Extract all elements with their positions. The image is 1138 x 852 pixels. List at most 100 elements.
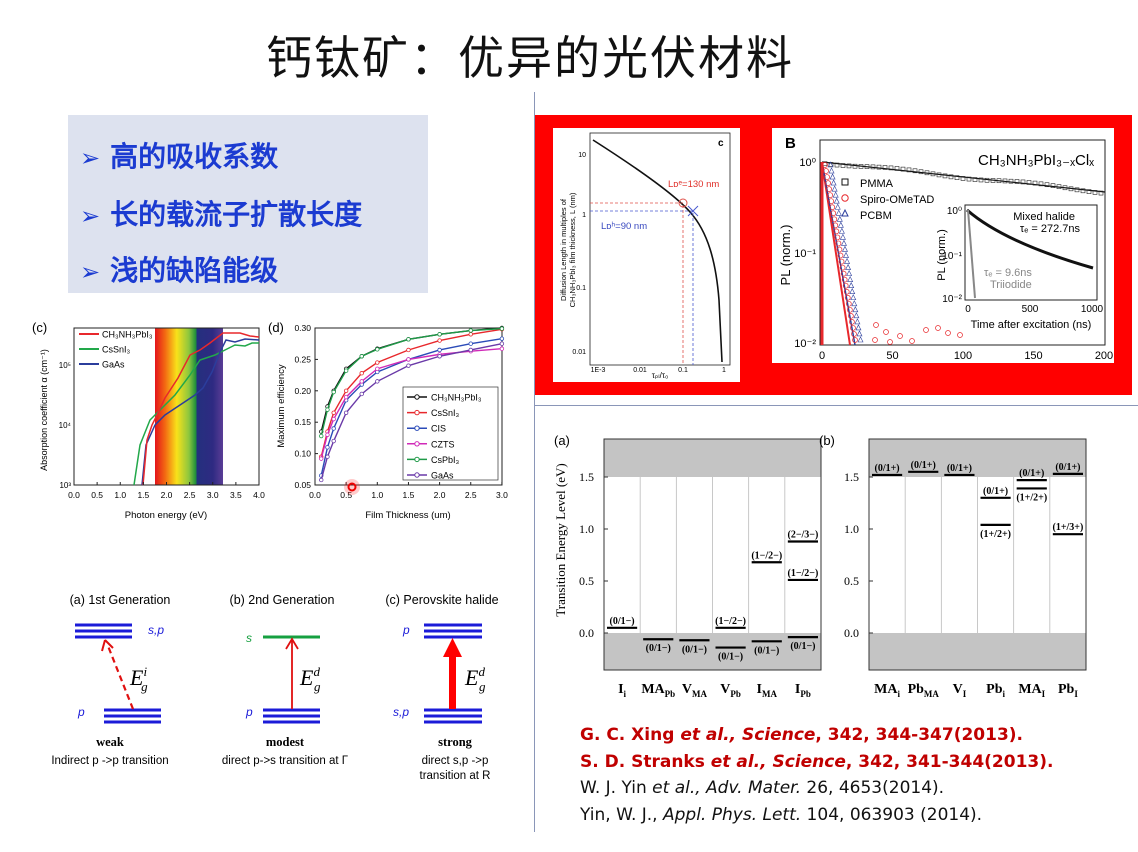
defect-name-sub: i bbox=[897, 689, 900, 699]
defect-level-label: (0/1+) bbox=[1055, 462, 1080, 473]
pcbm-marker bbox=[854, 318, 861, 325]
data-point bbox=[331, 416, 336, 422]
spiro-marker bbox=[887, 339, 893, 345]
legend-label: CIS bbox=[431, 424, 446, 434]
pmma-marker bbox=[924, 170, 930, 176]
diagram-title: (a) 1st Generation bbox=[70, 593, 171, 607]
hole-diffusion-label: Lᴅʰ=90 nm bbox=[601, 221, 647, 232]
pcbm-marker bbox=[830, 179, 837, 186]
pcbm-marker bbox=[856, 330, 863, 337]
pcbm-marker bbox=[831, 185, 838, 192]
orbital-label: s,p bbox=[393, 705, 409, 719]
data-point bbox=[468, 341, 473, 346]
pmma-marker bbox=[960, 176, 966, 181]
spiro-marker bbox=[846, 306, 853, 313]
spiro-marker bbox=[897, 333, 903, 339]
data-point bbox=[319, 433, 324, 439]
data-point bbox=[331, 426, 336, 431]
pmma-marker bbox=[984, 177, 990, 183]
band-gap-sub: g bbox=[314, 679, 321, 694]
data-point bbox=[319, 477, 324, 483]
reference-rest: 104, 063903 (2014). bbox=[801, 804, 983, 825]
data-point bbox=[406, 357, 411, 362]
data-point bbox=[375, 360, 380, 365]
y-tick-label: 0.15 bbox=[294, 417, 311, 427]
pmma-marker bbox=[882, 165, 888, 170]
band-gap-sup: i bbox=[143, 664, 147, 679]
pcbm-marker bbox=[851, 300, 858, 307]
mixed-halide-tau: τₑ = 272.7ns bbox=[1020, 223, 1081, 235]
series-line bbox=[320, 343, 503, 481]
pcbm-marker bbox=[844, 257, 851, 264]
data-point bbox=[468, 328, 473, 333]
pmma-marker bbox=[1002, 178, 1008, 184]
spiro-marker bbox=[842, 282, 849, 289]
band-gap-main: E bbox=[464, 665, 479, 690]
electron-guide-line bbox=[590, 202, 684, 365]
y-axis-label: Transition Energy Level (eV) bbox=[553, 463, 568, 616]
inset-frame bbox=[964, 204, 1098, 301]
pmma-marker bbox=[1086, 189, 1092, 194]
pcbm-marker bbox=[847, 275, 854, 282]
pmma-marker bbox=[834, 162, 840, 168]
data-point bbox=[325, 432, 330, 437]
pmma-marker bbox=[900, 166, 906, 172]
series-line bbox=[320, 327, 502, 437]
y-tick-label: 10⁻² bbox=[794, 338, 816, 350]
x-tick-label: 1.5 bbox=[137, 490, 149, 500]
reference-etal: et al. bbox=[680, 725, 730, 745]
defect-level-label: (1+/3+) bbox=[1052, 522, 1083, 533]
x-tick-label: 0.0 bbox=[68, 490, 80, 500]
y-tick-label: 1.0 bbox=[579, 522, 594, 536]
pmma-marker bbox=[972, 177, 978, 182]
data-point bbox=[359, 371, 364, 376]
legend-spiro: Spiro-OMeTAD bbox=[860, 194, 934, 206]
band-gap-sub: g bbox=[141, 679, 148, 694]
spiro-marker bbox=[923, 327, 929, 333]
pmma-marker bbox=[864, 164, 870, 169]
legend-marker-icon bbox=[414, 441, 420, 447]
defect-levels-figure: Transition Energy Level (eV) (a) 1.5 1.0 0.… bbox=[553, 433, 1087, 699]
reference-authors: Yin, W. J., bbox=[580, 804, 663, 825]
panel-label: (c) bbox=[32, 320, 47, 335]
defect-level-label: (1+/2+) bbox=[1016, 492, 1047, 503]
y-tick-label: 10 bbox=[578, 152, 586, 159]
pcbm-marker bbox=[850, 294, 857, 301]
pcbm-marker bbox=[839, 233, 846, 240]
pcbm-marker bbox=[835, 209, 842, 216]
pcbm-marker bbox=[834, 203, 841, 210]
defect-name-main: MA bbox=[1018, 682, 1042, 697]
pmma-marker bbox=[1062, 185, 1068, 191]
data-point bbox=[499, 336, 505, 341]
inset-y-label: PL (norm.) bbox=[936, 229, 948, 281]
defect-level-label: (0/1+) bbox=[875, 463, 900, 474]
defect-name-main: V bbox=[682, 682, 692, 697]
pmma-marker bbox=[1014, 179, 1020, 184]
plot-frame bbox=[819, 139, 1106, 346]
spiro-marker bbox=[828, 198, 835, 205]
reference-rest: 26, 4653(2014). bbox=[801, 778, 945, 798]
y-tick-label: 0.5 bbox=[844, 574, 859, 588]
defect-name-main: I bbox=[757, 682, 762, 697]
data-point bbox=[325, 445, 330, 450]
spiro-marker bbox=[826, 186, 832, 192]
visible-spectrum-band bbox=[155, 328, 223, 485]
band-gap-sup: d bbox=[313, 664, 320, 679]
spiro-marker bbox=[909, 338, 915, 344]
y-tick-label: 10⁵ bbox=[59, 361, 71, 370]
x-axis-label: τₚₗ/τ₀ bbox=[652, 371, 669, 380]
legend-pcbm: PCBM bbox=[860, 210, 892, 222]
defect-name: Ii bbox=[618, 682, 626, 699]
spiro-marker bbox=[836, 246, 843, 253]
conduction-band-region bbox=[869, 439, 1086, 477]
defect-name-main: I bbox=[795, 682, 800, 697]
defect-level-label: (0/1−) bbox=[610, 616, 635, 627]
defect-name-sub: MA bbox=[692, 689, 707, 699]
y-axis-label: Absorption coefficient α (cm⁻¹) bbox=[39, 349, 49, 471]
mixed-halide-label: Mixed halide bbox=[1013, 211, 1075, 223]
pmma-marker bbox=[1056, 184, 1062, 190]
orbital-label: p bbox=[77, 705, 85, 719]
legend-marker-icon bbox=[414, 425, 420, 431]
inset-x-tick: 0 bbox=[965, 304, 971, 315]
defect-level-label: (0/1+) bbox=[911, 460, 936, 471]
